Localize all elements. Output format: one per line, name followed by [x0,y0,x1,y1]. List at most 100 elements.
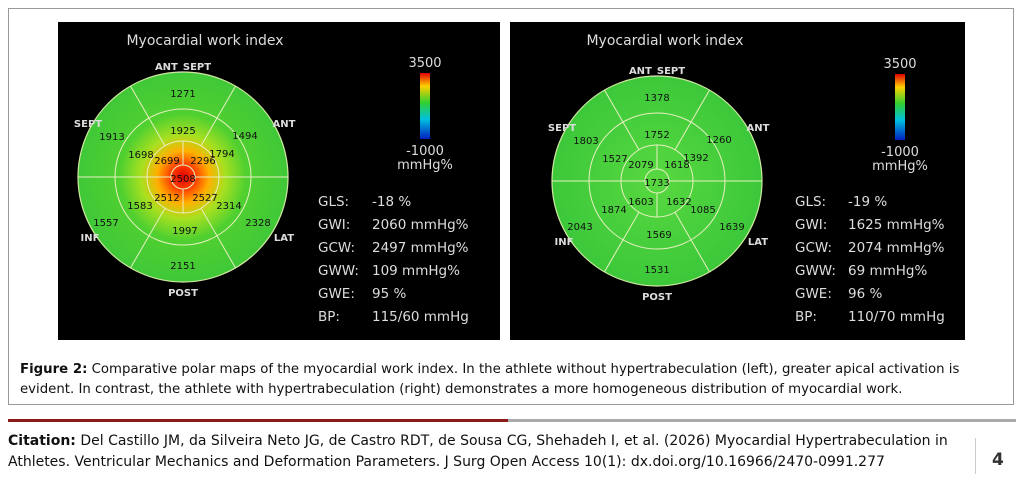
metric-label: GWE: [795,286,832,302]
metric-value: 110/70 mmHg [848,309,945,325]
spoke [674,89,710,151]
metric-value: -19 % [848,194,887,210]
segment-value: 2508 [170,174,195,185]
segment-value: 2079 [628,160,653,171]
segment-value: 2151 [170,261,195,272]
citation-label: Citation: [8,433,76,449]
spoke [604,211,640,273]
metric-value: 95 % [372,286,406,302]
segment-value: 1733 [644,178,669,189]
wall-label: ANT [273,119,296,130]
scale-min: -1000 [881,145,919,160]
scale-max: 3500 [883,57,916,72]
wall-label: POST [642,292,672,303]
panel: Myocardial work index 1378 1260 1639 1531 204… [510,22,965,340]
panel-title: Myocardial work index [586,33,743,49]
wall-label: SEPT [548,123,576,134]
metric-value: 96 % [848,286,882,302]
page-number: 4 [992,450,1004,470]
segment-value: 1583 [127,201,152,212]
metric-label: GCW: [795,240,832,256]
segment-value: 1378 [644,93,669,104]
metric-label: GWE: [318,286,355,302]
figure: Myocardial work index 1271 1494 2328 2151 155… [58,22,965,340]
segment-value: 1698 [128,150,153,161]
spoke [604,89,640,151]
wall-label: POST [168,288,198,299]
metric-value: 1625 mmHg% [848,217,945,233]
segment-value: 1557 [93,218,118,229]
color-bar [895,74,905,140]
metric-value: 69 mmHg% [848,263,927,279]
metric-label: GCW: [318,240,355,256]
metric-value: 2074 mmHg% [848,240,945,256]
segment-value: 2699 [154,156,179,167]
spoke [200,85,236,147]
metric-value: 115/60 mmHg [372,309,469,325]
rule [8,419,508,422]
segment-value: 1997 [172,226,197,237]
wall-label: INF [555,237,574,248]
panel: Myocardial work index 1271 1494 2328 2151 155… [58,22,500,340]
metric-label: GWW: [795,263,836,279]
metric-label: BP: [318,309,340,325]
caption-label: Figure 2: [20,362,88,377]
segment-value: 1603 [628,197,653,208]
segment-value: 1569 [646,230,671,241]
panel-title: Myocardial work index [126,33,283,49]
wall-label: INF [81,233,100,244]
wall-label: LAT [274,233,294,244]
wall-label: LAT [748,237,768,248]
segment-value: 2512 [154,193,179,204]
segment-value: 2527 [192,193,217,204]
color-bar [420,73,430,139]
metric-label: GWI: [795,217,827,233]
metric-value: 109 mmHg% [372,263,460,279]
scale-min: -1000 [406,144,444,159]
separator [975,438,976,474]
segment-value: 1874 [601,205,626,216]
segment-value: 1618 [664,160,689,171]
spoke [674,211,710,273]
metric-label: GLS: [795,194,826,210]
scale-unit: mmHg% [397,158,453,173]
wall-label: ANT_SEPT [155,62,211,73]
segment-value: 1803 [573,136,598,147]
spoke [130,207,166,269]
rule [508,419,1016,422]
segment-value: 1260 [706,135,731,146]
segment-value: 1085 [690,205,715,216]
wall-label: SEPT [74,119,102,130]
segment-value: 2296 [190,156,215,167]
scale-max: 3500 [408,56,441,71]
segment-value: 1392 [683,153,708,164]
segment-value: 1494 [232,131,257,142]
figure-frame [8,8,1014,405]
metric-label: BP: [795,309,817,325]
spoke [200,207,236,269]
segment-value: 1913 [99,132,124,143]
segment-value: 1271 [170,89,195,100]
segment-value: 1632 [666,197,691,208]
metric-label: GWI: [318,217,350,233]
scale-unit: mmHg% [872,159,928,174]
metric-value: -18 % [372,194,411,210]
segment-value: 1531 [644,265,669,276]
segment-value: 1752 [644,130,669,141]
segment-value: 1639 [719,222,744,233]
caption: Figure 2: Comparative polar maps of the … [20,360,1010,400]
wall-label: ANT_SEPT [629,66,685,77]
spoke [130,85,166,147]
segment-value: 1527 [602,154,627,165]
segment-value: 1794 [209,149,234,160]
metric-value: 2060 mmHg% [372,217,469,233]
segment-value: 2314 [216,201,241,212]
segment-value: 2328 [245,218,270,229]
metric-label: GWW: [318,263,359,279]
metric-label: GLS: [318,194,349,210]
citation: Citation: Del Castillo JM, da Silveira N… [8,431,958,473]
wall-label: ANT [747,123,770,134]
metric-value: 2497 mmHg% [372,240,469,256]
segment-value: 2043 [567,222,592,233]
